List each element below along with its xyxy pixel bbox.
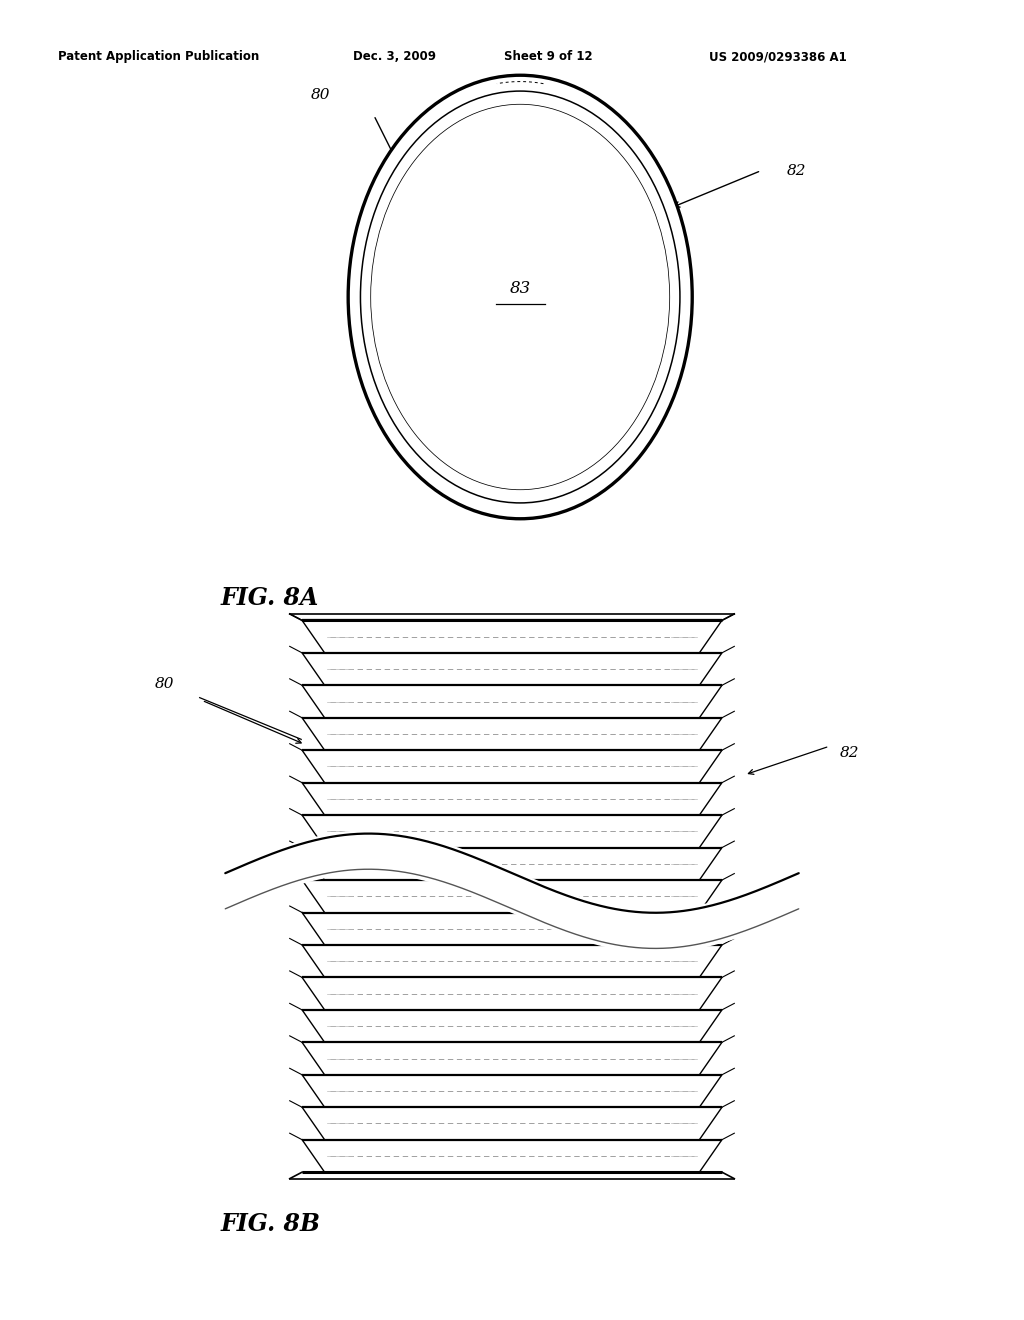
Text: Patent Application Publication: Patent Application Publication <box>58 50 259 63</box>
Text: 81: 81 <box>459 180 478 193</box>
Polygon shape <box>302 750 722 783</box>
Polygon shape <box>302 977 722 1010</box>
Text: 80: 80 <box>311 88 331 102</box>
Polygon shape <box>302 620 722 653</box>
Polygon shape <box>302 847 722 880</box>
Polygon shape <box>302 1107 722 1139</box>
Text: FIG. 8B: FIG. 8B <box>220 1212 321 1236</box>
Text: 80: 80 <box>155 677 174 692</box>
Polygon shape <box>302 880 722 912</box>
Text: 82: 82 <box>786 164 806 178</box>
Polygon shape <box>302 653 722 685</box>
Polygon shape <box>302 1139 722 1172</box>
Text: Sheet 9 of 12: Sheet 9 of 12 <box>504 50 592 63</box>
Text: Dec. 3, 2009: Dec. 3, 2009 <box>352 50 436 63</box>
Polygon shape <box>302 945 722 977</box>
Polygon shape <box>302 718 722 750</box>
Polygon shape <box>302 783 722 816</box>
Polygon shape <box>302 816 722 847</box>
Polygon shape <box>302 1010 722 1043</box>
Text: US 2009/0293386 A1: US 2009/0293386 A1 <box>710 50 847 63</box>
Text: FIG. 8A: FIG. 8A <box>220 586 318 610</box>
Polygon shape <box>302 912 722 945</box>
Polygon shape <box>302 1074 722 1107</box>
Text: 82: 82 <box>840 746 859 760</box>
Polygon shape <box>302 685 722 718</box>
Circle shape <box>348 75 692 519</box>
Polygon shape <box>302 1043 722 1074</box>
Text: 83: 83 <box>510 280 530 297</box>
